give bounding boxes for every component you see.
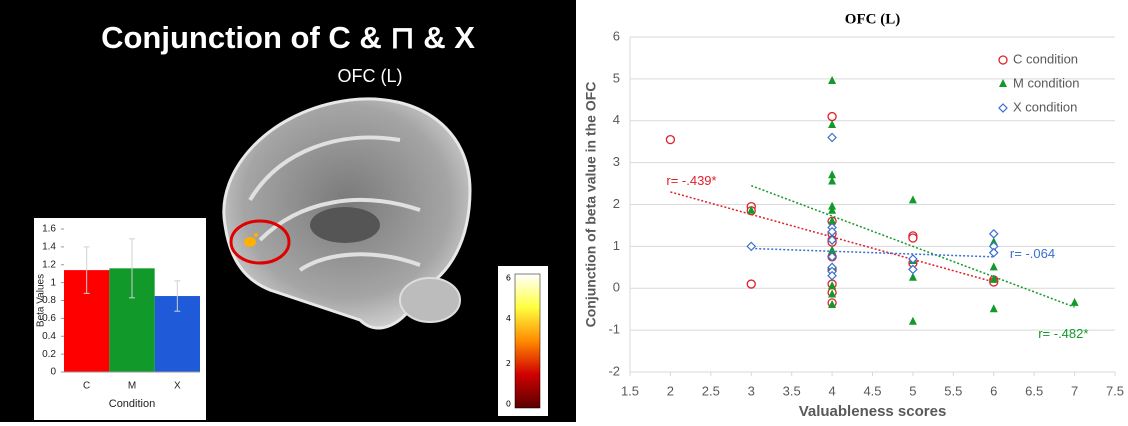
y-tick-label: 2 [613, 196, 620, 211]
point [828, 76, 836, 84]
x-axis-label: Valuableness scores [799, 403, 947, 420]
correlation-label: r= -.482* [1038, 326, 1088, 341]
trendline [751, 248, 994, 256]
legend-label: C condition [1013, 51, 1078, 66]
point [666, 136, 674, 144]
y-tick-label: 1 [50, 277, 56, 288]
y-tick-label: 1.2 [42, 259, 56, 270]
x-axis-label: Condition [109, 398, 155, 410]
x-tick-label: 5.5 [944, 383, 962, 398]
x-tick-label: 1.5 [621, 383, 639, 398]
correlation-label: r= -.439* [666, 173, 716, 188]
colorbar-tick-label: 6 [506, 274, 511, 283]
x-tick-label: 6 [990, 383, 997, 398]
x-tick-label: 4.5 [863, 383, 881, 398]
x-tick-label: 4 [828, 383, 835, 398]
legend-label: M condition [1013, 75, 1079, 90]
y-tick-label: -1 [608, 322, 620, 337]
figure: Conjunction of C & ⊓ & X OFC (L) 0 0.2 0.4… [0, 0, 1128, 422]
page: {"panel": {"title": "Conjunction of C & … [0, 0, 1128, 422]
y-tick-label: 1 [613, 238, 620, 253]
point [747, 242, 755, 250]
x-tick-label: 2.5 [702, 383, 720, 398]
legend-marker [999, 79, 1007, 87]
y-tick-label: 0.4 [42, 331, 56, 342]
colorbar-tick-label: 4 [506, 314, 511, 323]
legend-label: X condition [1013, 99, 1077, 114]
y-axis-label: Conjunction of beta value in the OFC [583, 82, 599, 328]
y-tick-label: 0 [50, 367, 56, 378]
y-tick-label: 0.2 [42, 349, 56, 360]
x-tick-label: 7 [1071, 383, 1078, 398]
point [1071, 298, 1079, 306]
y-tick-label: 0 [613, 280, 620, 295]
point [990, 262, 998, 270]
x-tick-label: 7.5 [1106, 383, 1124, 398]
panel-title: Conjunction of C & ⊓ & X [101, 20, 475, 55]
point [990, 304, 998, 312]
y-tick-label: -2 [608, 363, 620, 378]
point [990, 249, 998, 257]
y-tick-label: 4 [613, 112, 620, 127]
correlation-label: r= -.064 [1010, 246, 1055, 261]
point [828, 206, 836, 214]
colorbar [515, 274, 540, 408]
y-tick-label: 5 [613, 70, 620, 85]
legend-marker [999, 104, 1007, 112]
y-tick-label: 1.4 [42, 242, 56, 253]
y-tick-label: 1.6 [42, 224, 56, 235]
colorbar-tick-label: 2 [506, 359, 511, 368]
x-tick-label: M [128, 381, 136, 392]
x-tick-label: 2 [667, 383, 674, 398]
x-tick-label: X [174, 381, 181, 392]
point [909, 195, 917, 203]
point [747, 280, 755, 288]
x-tick-label: 5 [909, 383, 916, 398]
x-tick-label: 3 [748, 383, 755, 398]
legend-marker [999, 56, 1007, 64]
x-tick-label: 3.5 [783, 383, 801, 398]
point [828, 134, 836, 142]
point [990, 230, 998, 238]
y-axis-label: Beta Values [36, 274, 47, 327]
x-tick-label: 6.5 [1025, 383, 1043, 398]
point [828, 113, 836, 121]
x-tick-label: C [83, 381, 90, 392]
region-label: OFC (L) [338, 66, 403, 86]
point [909, 234, 917, 242]
y-tick-label: 3 [613, 154, 620, 169]
y-tick-label: 6 [613, 28, 620, 43]
colorbar-tick-label: 0 [506, 400, 511, 409]
point [909, 317, 917, 325]
chart-title: OFC (L) [845, 11, 900, 27]
